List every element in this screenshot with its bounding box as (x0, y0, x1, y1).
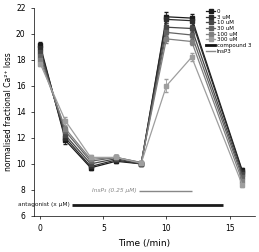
Legend: 0, 3 uM, 10 uM, 30 uM, 100 uM, 300 uM, compound 3, InsP3: 0, 3 uM, 10 uM, 30 uM, 100 uM, 300 uM, c… (206, 8, 252, 54)
Text: antagonist (x μM): antagonist (x μM) (18, 202, 70, 207)
Y-axis label: normalised fractional Ca²⁺ loss: normalised fractional Ca²⁺ loss (4, 52, 13, 171)
X-axis label: Time (/min): Time (/min) (118, 239, 170, 248)
Text: InsP₃ (0.25 μM): InsP₃ (0.25 μM) (92, 188, 137, 193)
